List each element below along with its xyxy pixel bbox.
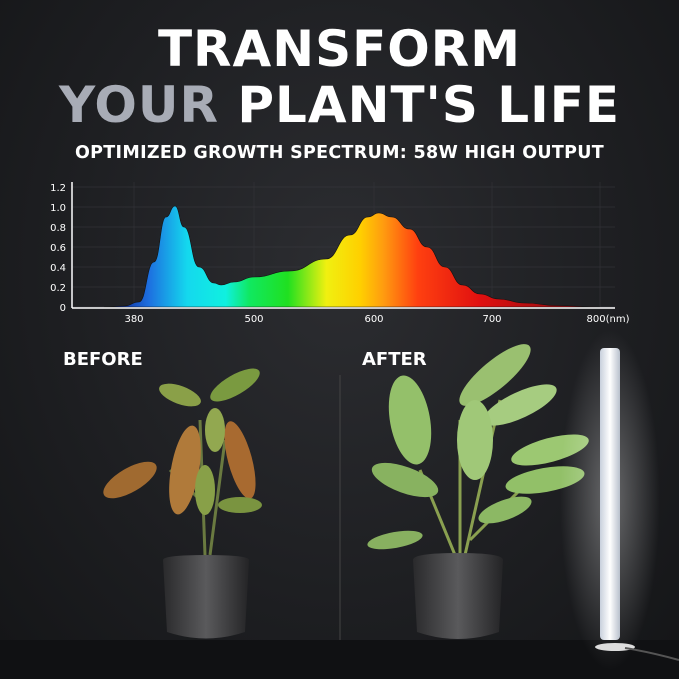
- y-tick-label: 1.0: [50, 203, 66, 214]
- y-tick-label: 0.2: [50, 283, 66, 294]
- y-tick-label: 1.2: [50, 183, 66, 194]
- headline-line2: YOUR PLANT'S LIFE: [0, 80, 679, 130]
- headline-plants-life: PLANT'S LIFE: [237, 76, 621, 134]
- spectrum-chart: 0 0.2 0.4 0.6 0.8 1.0 1.2 380 500 600 700 800(nm): [50, 182, 630, 325]
- headline-line1: TRANSFORM: [157, 20, 522, 78]
- y-tick-label: 0.6: [50, 243, 66, 254]
- headline-your: YOUR: [58, 76, 219, 134]
- x-tick-label: 800(nm): [587, 314, 630, 325]
- spectrum-area: [103, 205, 601, 308]
- before-plant: [103, 368, 262, 639]
- subtitle: OPTIMIZED GROWTH SPECTRUM: 58W HIGH OUTP…: [75, 143, 604, 163]
- y-tick-label: 0: [60, 303, 66, 314]
- after-plant: [367, 344, 589, 639]
- before-label: BEFORE: [63, 349, 143, 370]
- after-label: AFTER: [362, 349, 427, 370]
- grow-light-bar: [560, 330, 679, 670]
- plant-scene: [0, 330, 679, 679]
- x-tick-label: 600: [364, 314, 383, 325]
- y-tick-label: 0.8: [50, 223, 66, 234]
- x-tick-label: 380: [124, 314, 143, 325]
- x-tick-label: 500: [244, 314, 263, 325]
- x-tick-label: 700: [482, 314, 501, 325]
- y-tick-label: 0.4: [50, 263, 66, 274]
